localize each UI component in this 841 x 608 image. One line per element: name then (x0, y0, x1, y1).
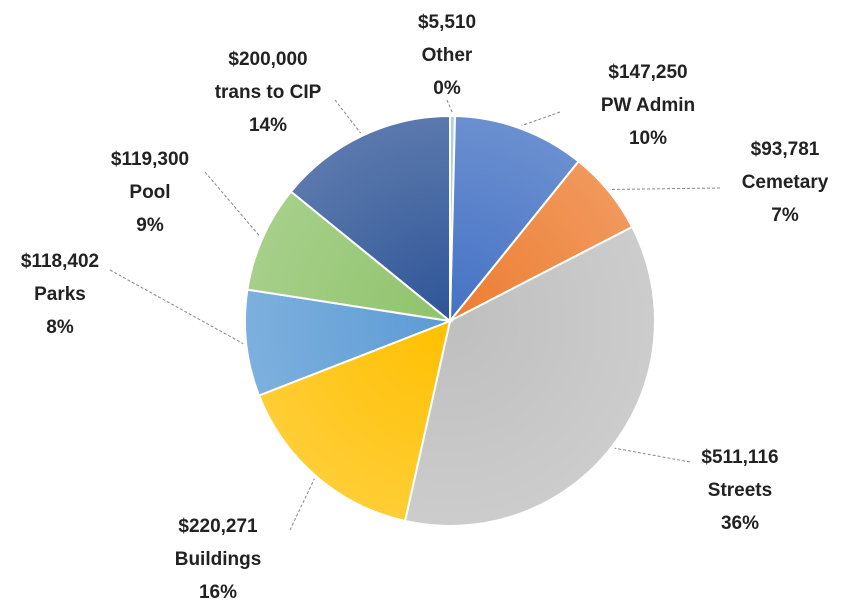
value-label: $200,000 (228, 49, 307, 70)
leader-line (614, 447, 691, 463)
percent-label: 14% (249, 115, 287, 136)
percent-label: 8% (46, 317, 74, 338)
leader-line (109, 269, 244, 345)
percent-label: 7% (771, 205, 799, 226)
value-label: $93,781 (751, 139, 820, 160)
percent-label: 9% (136, 215, 164, 236)
leader-line (334, 99, 362, 134)
percent-label: 0% (433, 78, 461, 99)
slice-label: Cemetary (742, 172, 829, 193)
leader-line (204, 171, 261, 237)
leader-line (521, 111, 561, 127)
slice-label: PW Admin (601, 95, 695, 116)
slice-label: Buildings (175, 549, 262, 570)
value-label: $220,271 (178, 516, 258, 537)
leader-line (289, 478, 315, 531)
percent-label: 16% (199, 582, 237, 603)
value-label: $511,116 (701, 447, 778, 468)
slice-label: Streets (708, 480, 772, 501)
value-label: $119,300 (111, 149, 189, 170)
leader-line (611, 187, 721, 190)
percent-label: 10% (629, 128, 667, 149)
value-label: $147,250 (608, 62, 687, 83)
percent-label: 36% (721, 513, 759, 534)
value-label: $118,402 (21, 251, 99, 272)
leader-line (446, 99, 454, 114)
slice-label: Parks (34, 284, 86, 305)
value-label: $5,510 (418, 12, 476, 33)
slice-label: Pool (129, 182, 170, 203)
slice-label: Other (422, 45, 473, 66)
slice-label: trans to CIP (215, 82, 322, 103)
